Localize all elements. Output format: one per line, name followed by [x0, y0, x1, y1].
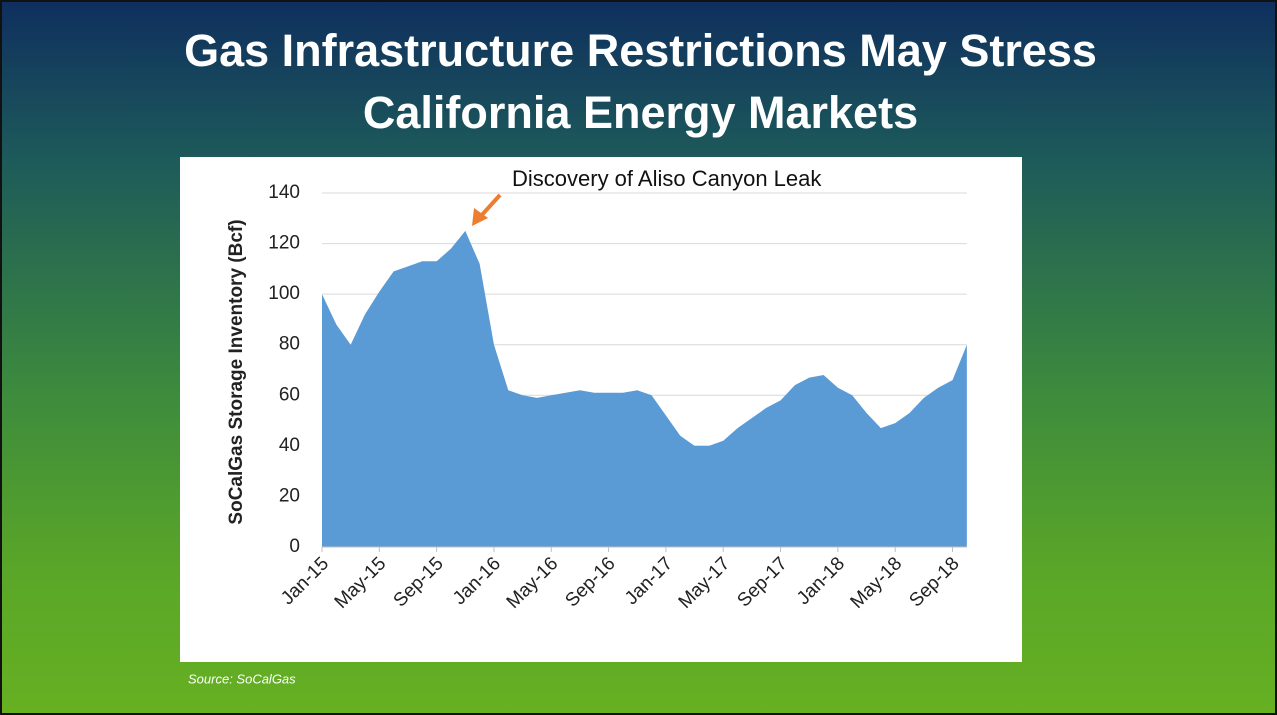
annotation-arrow: [478, 193, 502, 219]
annotation: Discovery of Aliso Canyon Leak: [512, 166, 822, 191]
y-axis-label: SoCalGas Storage Inventory (Bcf): [226, 219, 247, 524]
y-tick-label: 20: [279, 485, 300, 506]
slide-title: Gas Infrastructure Restrictions May Stre…: [184, 25, 1097, 138]
source: Source: SoCalGas: [188, 671, 296, 686]
y-tick-label: 0: [289, 536, 300, 557]
y-tick-label: 60: [279, 384, 300, 405]
area: [322, 230, 967, 547]
y-tick-label: 40: [279, 435, 300, 456]
annotation-arrowhead: [472, 208, 488, 226]
y-tick-label: 80: [279, 334, 300, 355]
y-tick-label: 120: [268, 233, 300, 254]
y-tick-label: 100: [268, 283, 300, 304]
y-tick-label: 140: [268, 182, 300, 203]
